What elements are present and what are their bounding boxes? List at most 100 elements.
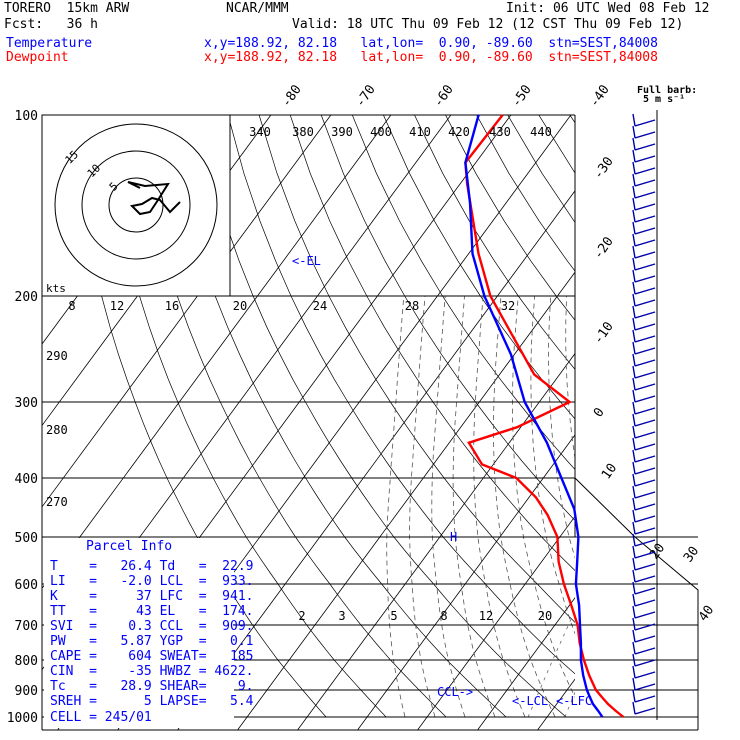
parcel-cell: CELL = 245/01	[50, 710, 152, 725]
isotherm-line	[417, 515, 575, 730]
wind-barb	[632, 245, 656, 259]
wind-barb	[632, 545, 656, 559]
wind-barb	[632, 497, 656, 511]
mixing-ratio-label: 2	[298, 609, 305, 623]
mixing-ratio-line	[647, 296, 740, 717]
moist-adiabat-line	[386, 295, 406, 718]
theta-e-label: 420	[448, 125, 470, 139]
pressure-tick-label: 1000	[7, 711, 38, 726]
wind-barb	[632, 281, 656, 295]
model-name: TORERO 15km ARW	[4, 1, 130, 16]
theta-e-label: 340	[249, 125, 271, 139]
theta-label: 270	[46, 495, 68, 509]
wind-barb	[632, 689, 656, 703]
dry-adiabat-line	[227, 115, 575, 675]
parcel-info-row: LI = -2.0 LCL = 933.	[50, 574, 254, 589]
dry-adiabat-line	[663, 115, 740, 717]
parcel-info-row: T = 26.4 Td = 22.9	[50, 559, 254, 574]
dry-adiabat-line	[383, 115, 575, 420]
mixing-ratio-label: 32	[501, 299, 515, 313]
isotherm-line	[585, 110, 740, 740]
temperature-tick-label: 10	[599, 461, 620, 482]
mixing-ratio-label: 20	[233, 299, 247, 313]
parcel-info-row: K = 37 LFC = 941.	[50, 589, 254, 604]
wind-barb	[632, 557, 656, 571]
dewpoint-legend-info: x,y=188.92, 82.18 lat,lon= 0.90, -89.60 …	[204, 50, 658, 65]
mixing-ratio-label: 28	[405, 299, 419, 313]
parcel-info-row: SREH = 5 LAPSE= 5.4	[50, 694, 254, 709]
isotherm-line	[42, 115, 392, 589]
theta-e-label: 440	[530, 125, 552, 139]
wind-barb	[632, 677, 656, 691]
wind-barb	[632, 653, 656, 667]
pressure-tick-label: 500	[15, 531, 38, 546]
wind-barb	[632, 377, 656, 391]
theta-e-label: 390	[331, 125, 353, 139]
dry-adiabat-line	[134, 115, 469, 718]
wind-barb	[632, 221, 656, 235]
dry-adiabat-line	[414, 115, 575, 370]
wind-barb	[632, 113, 656, 127]
isotherm-line	[645, 110, 740, 740]
isotherm-line	[297, 352, 575, 730]
mixing-ratio-label: 8	[440, 609, 447, 623]
temperature-tick-label: -20	[591, 234, 617, 262]
dry-adiabat-line	[258, 115, 575, 623]
parcel-info-row: CIN = -35 HWBZ = 4622.	[50, 664, 254, 679]
isotherm-line	[705, 110, 740, 740]
mixing-ratio-label: 16	[165, 299, 179, 313]
wind-barb	[632, 569, 656, 583]
theta-label: 290	[46, 349, 68, 363]
mixing-ratio-line	[527, 609, 575, 718]
wind-barb	[632, 317, 656, 331]
wind-barb	[632, 485, 656, 499]
wind-barb	[632, 521, 656, 535]
el-marker: <-EL	[292, 254, 321, 268]
mixing-ratio-label: 24	[313, 299, 327, 313]
wind-barb	[632, 437, 656, 451]
pressure-tick-label: 100	[15, 109, 38, 124]
pressure-tick-label: 800	[15, 654, 38, 669]
isotherm-line	[477, 597, 575, 730]
theta-e-label: 380	[292, 125, 314, 139]
temperature-legend-info: x,y=188.92, 82.18 lat,lon= 0.90, -89.60 …	[204, 36, 658, 51]
dry-adiabat-line	[445, 115, 575, 321]
dry-adiabat-line	[320, 115, 575, 522]
hodograph-ring	[54, 123, 218, 287]
dry-adiabat-line	[694, 115, 740, 717]
temperature-profile-line	[464, 114, 625, 718]
parcel-info-row: SVI = 0.3 CCL = 909.	[50, 619, 254, 634]
barb-key-units: 5 m s⁻¹	[643, 94, 686, 105]
temperature-tick-label: -60	[431, 82, 457, 110]
wind-barb	[632, 617, 656, 631]
valid-time: Valid: 18 UTC Thu 09 Feb 12 (12 CST Thu …	[292, 17, 684, 32]
temperature-tick-label: -50	[509, 82, 535, 110]
wind-barb	[632, 197, 656, 211]
hodograph-ring	[81, 150, 191, 260]
barb-key-title: Full barb:	[637, 85, 698, 96]
temperature-tick-label: 30	[681, 544, 702, 565]
wind-barb	[632, 293, 656, 307]
wind-barb	[632, 581, 656, 595]
mixing-ratio-label: 12	[110, 299, 124, 313]
moist-adiabat-line	[548, 295, 575, 559]
wind-barb	[632, 401, 656, 415]
wind-barb	[632, 161, 656, 175]
hodograph-units: kts	[46, 282, 66, 295]
plot-lower-border	[574, 477, 699, 730]
wind-barb	[632, 125, 656, 139]
organization: NCAR/MMM	[226, 1, 289, 16]
wind-barb	[632, 257, 656, 271]
isotherm-line	[42, 115, 332, 508]
isotherm-line	[237, 271, 575, 730]
lfc-marker: <-LFC	[556, 694, 592, 708]
wind-barb	[632, 329, 656, 343]
moist-adiabat-line	[473, 295, 526, 718]
wind-barb	[632, 341, 656, 355]
wind-barb	[632, 605, 656, 619]
dry-adiabat-line	[289, 115, 575, 571]
mixing-ratio-label: 8	[68, 299, 75, 313]
mixing-ratio-line	[564, 691, 575, 718]
temperature-tick-label: 0	[591, 405, 608, 420]
